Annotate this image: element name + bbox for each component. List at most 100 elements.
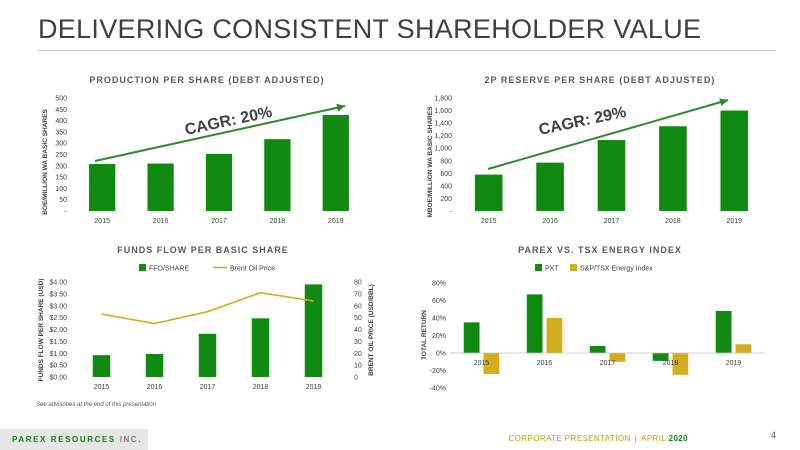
y-tick-label: $3.50 xyxy=(49,291,67,298)
legend-label-tsx: S&P/TSX Energy Index xyxy=(580,266,653,273)
y-tick-label: 1,200 xyxy=(434,133,452,140)
bar-pxt xyxy=(526,294,543,353)
y2-tick-label: 20 xyxy=(354,351,362,358)
legend-label-brent: Brent Oil Price xyxy=(230,266,275,273)
logo-text: PAREX RESOURCES INC. xyxy=(12,435,142,444)
bar-tsx xyxy=(735,344,752,353)
x-tick-label: 2016 xyxy=(542,218,558,225)
x-ticks: 2015 2016 2017 2018 2019 xyxy=(94,384,322,391)
footer-caption: CORPORATE PRESENTATION | APRIL 2020 xyxy=(509,434,689,443)
bar xyxy=(89,163,116,211)
bars xyxy=(92,284,323,377)
y-tick-label: 1,400 xyxy=(434,121,452,128)
logo-brand: PAREX RESOURCES xyxy=(12,435,116,444)
y-ticks: -40% -20% 0% 20% 40% 60% 80% xyxy=(430,281,446,393)
x-tick-label: 2017 xyxy=(211,218,227,225)
bar xyxy=(264,139,291,211)
y-tick-label: 40% xyxy=(432,316,446,323)
y-tick-label: 800 xyxy=(440,158,452,165)
y2-ticks: 0 10 20 30 40 50 60 70 80 xyxy=(354,280,362,382)
reserve-per-share-panel: 2P RESERVE PER SHARE (DEBT ADJUSTED) MBO… xyxy=(420,72,770,237)
bar xyxy=(304,284,323,377)
bar xyxy=(536,162,564,211)
y2-tick-label: 0 xyxy=(354,375,358,382)
y-tick-label: 150 xyxy=(55,175,67,182)
bar xyxy=(147,163,174,211)
y-tick-label: 450 xyxy=(55,107,67,114)
y2-tick-label: 80 xyxy=(354,280,362,287)
y-tick-label: 250 xyxy=(55,152,67,159)
bar xyxy=(720,110,749,211)
y-tick-label: $2.50 xyxy=(49,315,67,322)
bar-pxt xyxy=(463,322,480,353)
x-tick-label: 2019 xyxy=(727,218,743,225)
chart-title: 2P RESERVE PER SHARE (DEBT ADJUSTED) xyxy=(485,75,716,85)
x-ticks: 2015 2016 2017 2018 2019 xyxy=(94,218,343,225)
y-tick-label: $3.00 xyxy=(49,303,67,310)
y-tick-label: 1,000 xyxy=(434,146,452,153)
y-tick-label: 400 xyxy=(55,118,67,125)
x-tick-label: 2015 xyxy=(481,218,497,225)
trend-arrow xyxy=(487,98,729,170)
chart-title: PAREX VS. TSX ENERGY INDEX xyxy=(518,245,682,255)
x-tick-label: 2018 xyxy=(663,360,679,367)
slide-title: DELIVERING CONSISTENT SHAREHOLDER VALUE xyxy=(38,14,702,44)
y2-tick-label: 70 xyxy=(354,291,362,298)
x-ticks: 2015 2016 2017 2018 2019 xyxy=(474,360,742,367)
x-tick-label: 2017 xyxy=(200,384,216,391)
y-tick-label: $1.00 xyxy=(49,351,67,358)
x-tick-label: 2019 xyxy=(306,384,322,391)
bar xyxy=(198,333,217,377)
y-tick-label: 60% xyxy=(432,298,446,305)
x-tick-label: 2017 xyxy=(600,360,616,367)
x-tick-label: 2017 xyxy=(604,218,620,225)
bar xyxy=(322,114,349,211)
y2-tick-label: 10 xyxy=(354,363,362,370)
bars xyxy=(474,110,749,211)
bar xyxy=(205,153,233,211)
chart-title: FUNDS FLOW PER BASIC SHARE xyxy=(117,245,289,255)
trend-arrow-shaft xyxy=(94,105,346,162)
x-tick-label: 2015 xyxy=(94,384,110,391)
y-tick-label: 350 xyxy=(55,129,67,136)
y-axis-title: TOTAL RETURN xyxy=(421,310,428,360)
x-tick-label: 2015 xyxy=(474,360,490,367)
bar xyxy=(145,353,164,377)
x-ticks: 2015 2016 2017 2018 2019 xyxy=(481,218,742,225)
y-tick-label: 1,800 xyxy=(434,96,452,103)
footer-month: APRIL xyxy=(641,434,666,443)
x-tick-label: 2016 xyxy=(147,384,163,391)
x-tick-label: 2018 xyxy=(253,384,269,391)
y2-tick-label: 30 xyxy=(354,339,362,346)
chart-title: PRODUCTION PER SHARE (DEBT ADJUSTED) xyxy=(89,75,324,85)
y-tick-label: $0.50 xyxy=(49,363,67,370)
legend: FFO/SHARE Brent Oil Price xyxy=(139,264,275,273)
x-tick-label: 2016 xyxy=(153,218,169,225)
y-tick-label: -40% xyxy=(430,386,446,393)
y-tick-label: 100 xyxy=(55,186,67,193)
y-tick-label: 300 xyxy=(55,141,67,148)
bar xyxy=(92,355,111,377)
y-axis-title: FUNDS FLOW PER SHARE (USD) xyxy=(38,279,45,382)
y-tick-label: 500 xyxy=(55,96,67,103)
bar-pxt xyxy=(652,353,669,361)
production-per-share-panel: PRODUCTION PER SHARE (DEBT ADJUSTED) BOE… xyxy=(35,72,370,237)
y-tick-label: - xyxy=(450,209,453,216)
bar-tsx xyxy=(609,353,626,362)
y-tick-label: 200 xyxy=(55,163,67,170)
disclaimer: See advisories at the end of this presen… xyxy=(36,402,157,408)
footer-separator: | xyxy=(634,434,638,443)
trend-arrow-head xyxy=(719,98,728,107)
brent-line xyxy=(101,291,314,325)
bar xyxy=(251,318,270,377)
title-divider xyxy=(38,50,776,51)
y-tick-label: -20% xyxy=(430,368,446,375)
y2-tick-label: 60 xyxy=(354,303,362,310)
y-tick-label: - xyxy=(65,209,68,216)
x-tick-label: 2019 xyxy=(328,218,344,225)
y2-axis-title: BRENT OIL PRICE (USD/BBL) xyxy=(368,284,375,376)
bar-tsx xyxy=(672,353,689,375)
y-ticks: - 50 100 150 200 250 300 350 400 450 500 xyxy=(55,96,67,216)
footer-section: CORPORATE PRESENTATION xyxy=(508,434,631,443)
funds-flow-panel: FUNDS FLOW PER BASIC SHARE FFO/SHARE Bren… xyxy=(35,240,380,400)
